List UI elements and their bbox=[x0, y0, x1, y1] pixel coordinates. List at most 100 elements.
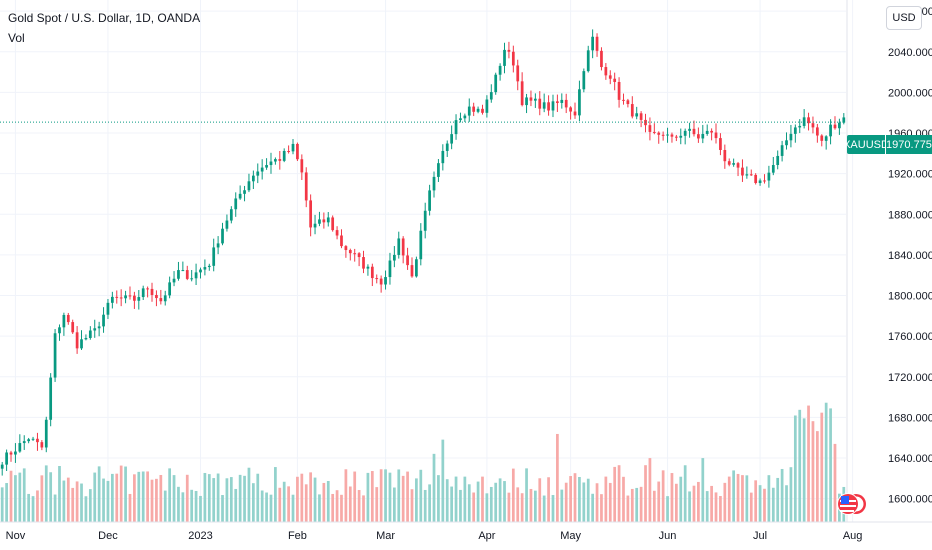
candle-body bbox=[820, 135, 824, 141]
volume-bar bbox=[168, 468, 172, 522]
candle-body bbox=[53, 333, 57, 378]
candle-body bbox=[582, 71, 586, 90]
candle-body bbox=[370, 266, 374, 279]
time-tick-label: Aug bbox=[843, 530, 863, 542]
candle-body bbox=[335, 230, 339, 236]
us-flag-icon[interactable] bbox=[836, 489, 866, 519]
volume-bar bbox=[22, 468, 26, 522]
time-tick-label: Mar bbox=[376, 530, 395, 542]
candle-body bbox=[340, 235, 343, 247]
candle-body bbox=[128, 295, 132, 297]
candle-body bbox=[714, 132, 718, 139]
candle-body bbox=[732, 163, 736, 165]
volume-bar bbox=[600, 494, 603, 522]
volume-bar bbox=[410, 489, 414, 522]
volume-bar bbox=[229, 477, 233, 522]
volume-bar bbox=[97, 466, 101, 522]
volume-bar bbox=[172, 475, 176, 522]
volume-bar bbox=[529, 488, 533, 522]
volume-bar bbox=[18, 472, 22, 522]
volume-bar bbox=[476, 481, 480, 522]
volume-bar bbox=[221, 495, 224, 522]
volume-bar bbox=[688, 491, 691, 522]
candle-body bbox=[507, 49, 511, 52]
candle-body bbox=[362, 257, 365, 269]
candle-body bbox=[119, 297, 123, 299]
volume-bar bbox=[185, 474, 189, 522]
volume-bar bbox=[776, 477, 780, 522]
candle-body bbox=[639, 113, 643, 120]
time-tick-label: 2023 bbox=[188, 530, 212, 542]
volume-bar bbox=[199, 495, 202, 522]
candle-body bbox=[824, 136, 828, 141]
volume-bar bbox=[207, 474, 211, 522]
volume-bar bbox=[406, 471, 409, 522]
grid-lines bbox=[0, 0, 854, 522]
volume-bar bbox=[181, 492, 185, 522]
candle-body bbox=[679, 135, 683, 138]
volume-bar bbox=[0, 487, 4, 522]
volume-bar bbox=[304, 484, 308, 522]
candle-body bbox=[705, 130, 709, 134]
candle-body bbox=[141, 288, 145, 298]
volume-bar bbox=[556, 433, 559, 522]
candle-body bbox=[472, 106, 476, 112]
volume-bar bbox=[652, 490, 656, 522]
candle-body bbox=[793, 127, 797, 134]
candle-body bbox=[172, 278, 176, 283]
currency-button[interactable]: USD bbox=[886, 6, 922, 30]
time-tick-label: Nov bbox=[6, 530, 26, 542]
volume-bar bbox=[216, 473, 220, 522]
candle-body bbox=[291, 143, 295, 152]
candle-body bbox=[93, 328, 97, 331]
candle-body bbox=[701, 133, 705, 139]
candle-body bbox=[247, 181, 251, 191]
volume-indicator-label[interactable]: Vol bbox=[8, 31, 25, 45]
volume-bar bbox=[260, 490, 264, 522]
candle-body bbox=[498, 65, 502, 75]
candle-body bbox=[304, 172, 308, 201]
volume-bar bbox=[498, 478, 502, 522]
volume-bar bbox=[194, 490, 198, 522]
volume-bar bbox=[719, 496, 722, 522]
volume-bar bbox=[507, 492, 511, 522]
volume-bar bbox=[754, 480, 758, 522]
volume-bar bbox=[463, 476, 467, 522]
candle-body bbox=[300, 159, 304, 173]
volume-bar bbox=[741, 475, 744, 522]
candle-body bbox=[146, 288, 149, 290]
volume-bar bbox=[763, 488, 766, 522]
volume-bar bbox=[503, 481, 506, 522]
candle-body bbox=[36, 438, 39, 443]
time-tick-label: Feb bbox=[288, 530, 307, 542]
candle-body bbox=[758, 180, 762, 184]
volume-bar bbox=[617, 465, 621, 522]
volume-bar bbox=[727, 476, 731, 522]
volume-bar bbox=[533, 490, 537, 522]
volume-bar bbox=[630, 488, 634, 522]
volume-bar bbox=[793, 415, 797, 522]
chart-title[interactable]: Gold Spot / U.S. Dollar, 1D, OANDA bbox=[8, 11, 201, 25]
candle-body bbox=[829, 124, 832, 137]
candle-body bbox=[313, 223, 317, 228]
candle-body bbox=[432, 176, 436, 191]
volume-bar bbox=[626, 495, 630, 522]
volume-bar bbox=[525, 468, 528, 522]
candle-body bbox=[626, 100, 630, 105]
candle-body bbox=[789, 133, 793, 141]
candle-body bbox=[833, 124, 837, 129]
candle-body bbox=[481, 108, 484, 113]
candle-body bbox=[683, 130, 687, 136]
candle-body bbox=[485, 99, 489, 113]
volume-bar bbox=[115, 473, 119, 522]
volume-bars bbox=[0, 402, 846, 522]
price-tick-label: 1800.000 bbox=[888, 291, 932, 303]
volume-bar bbox=[150, 479, 154, 522]
volume-bar bbox=[679, 476, 683, 522]
candle-body bbox=[62, 314, 66, 328]
candle-body bbox=[110, 296, 114, 303]
candle-body bbox=[344, 246, 348, 251]
volume-bar bbox=[683, 465, 687, 522]
volume-bar bbox=[110, 473, 114, 522]
